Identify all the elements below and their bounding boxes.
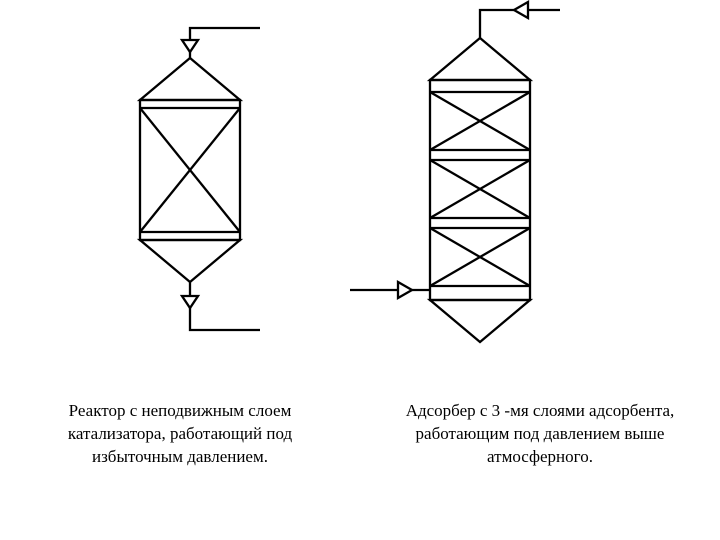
reactor-top-cone bbox=[140, 58, 240, 100]
adsorber-outlet-arrow bbox=[398, 282, 412, 298]
adsorber-top-cone bbox=[430, 38, 530, 80]
diagram-area bbox=[0, 0, 720, 370]
reactor-inlet-pipe bbox=[190, 28, 260, 58]
captions-row: Реактор с неподвижным слоем катализатора… bbox=[0, 400, 720, 469]
reactor-outlet-arrow bbox=[182, 296, 198, 308]
reactor-inlet-arrow bbox=[182, 40, 198, 52]
reactor-caption: Реактор с неподвижным слоем катализатора… bbox=[0, 400, 360, 469]
adsorber-bottom-cone bbox=[430, 300, 530, 342]
schematic-svg bbox=[0, 0, 720, 370]
adsorber-caption: Адсорбер с 3 -мя слоями адсорбента, рабо… bbox=[360, 400, 720, 469]
reactor-outlet-pipe bbox=[190, 282, 260, 330]
adsorber-inlet-arrow bbox=[514, 2, 528, 18]
reactor-bottom-cone bbox=[140, 240, 240, 282]
